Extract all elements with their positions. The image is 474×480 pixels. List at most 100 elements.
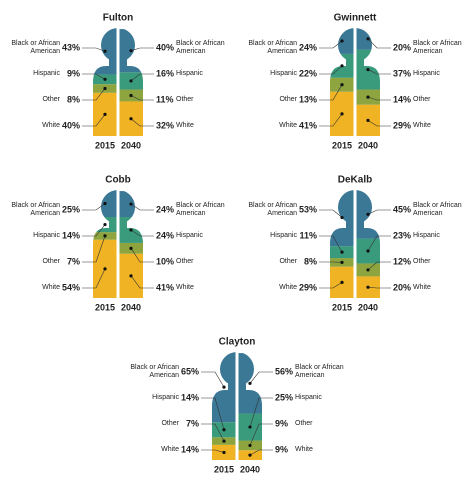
value-label: 9% xyxy=(275,444,288,454)
value-label: 8% xyxy=(304,256,317,266)
value-label: 9% xyxy=(275,418,288,428)
value-label: 40% xyxy=(156,42,174,52)
value-label: 24% xyxy=(156,230,174,240)
leader-line xyxy=(367,286,391,289)
value-label: 56% xyxy=(275,366,293,376)
year-label: 2040 xyxy=(240,464,260,474)
category-label: Other xyxy=(161,420,179,427)
leader-line xyxy=(367,235,391,252)
category-label: Hispanic xyxy=(413,232,440,239)
figure xyxy=(330,28,380,136)
value-label: 20% xyxy=(393,42,411,52)
leader-line xyxy=(319,235,343,253)
dot xyxy=(222,428,226,432)
leader-line xyxy=(319,113,343,127)
category-label: Black or African American xyxy=(295,364,344,379)
leader-line xyxy=(82,47,106,52)
figure xyxy=(330,190,380,298)
dot xyxy=(248,453,252,457)
value-label: 37% xyxy=(393,68,411,78)
dot xyxy=(366,95,370,99)
leader-line xyxy=(82,88,106,101)
chart-title: Clayton xyxy=(219,337,256,348)
value-label: 11% xyxy=(156,94,174,104)
category-label: White xyxy=(279,122,297,129)
dot xyxy=(366,37,370,41)
category-label: Hispanic xyxy=(33,70,60,77)
leader-line xyxy=(367,209,391,215)
value-label: 9% xyxy=(67,68,80,78)
category-label: Black or African American xyxy=(248,40,297,55)
dot xyxy=(222,439,226,443)
chart-title: Cobb xyxy=(105,175,131,186)
value-label: 12% xyxy=(393,256,411,266)
value-label: 54% xyxy=(62,282,80,292)
year-label: 2015 xyxy=(214,464,234,474)
dot xyxy=(103,201,107,206)
leader-line xyxy=(367,261,391,271)
leader-line xyxy=(130,47,154,51)
category-label: Other xyxy=(279,258,297,265)
value-label: 23% xyxy=(393,230,411,240)
category-label: Hispanic xyxy=(152,394,179,401)
dot xyxy=(340,39,344,43)
dot xyxy=(129,79,133,83)
value-label: 41% xyxy=(299,120,317,130)
value-label: 7% xyxy=(67,256,80,266)
leader-line xyxy=(82,73,106,80)
category-label: Black or African American xyxy=(11,40,60,55)
category-label: White xyxy=(161,446,179,453)
leader-line xyxy=(249,449,273,456)
dot xyxy=(248,425,252,429)
value-label: 43% xyxy=(62,42,80,52)
category-label: Hispanic xyxy=(270,70,297,77)
dot xyxy=(129,202,133,206)
category-label: Black or African American xyxy=(248,202,297,217)
leader-line xyxy=(201,397,225,430)
dot xyxy=(340,250,344,254)
category-label: Black or African American xyxy=(11,202,60,217)
leader-line xyxy=(319,209,343,218)
year-label: 2040 xyxy=(121,140,141,150)
value-label: 65% xyxy=(181,366,199,376)
value-label: 14% xyxy=(181,392,199,402)
leader-line xyxy=(201,449,225,453)
value-label: 10% xyxy=(156,256,174,266)
dot xyxy=(129,274,133,278)
dot xyxy=(103,77,107,81)
dot xyxy=(222,385,226,389)
dot xyxy=(366,212,370,216)
value-label: 40% xyxy=(62,120,80,130)
dot xyxy=(248,381,252,385)
category-label: Other xyxy=(176,96,194,103)
dot xyxy=(366,249,370,253)
dot xyxy=(103,267,107,271)
category-label: Black or African American xyxy=(413,202,462,217)
leader-line xyxy=(82,114,106,127)
value-label: 32% xyxy=(156,120,174,130)
value-label: 8% xyxy=(67,94,80,104)
dot xyxy=(340,83,344,87)
leader-line xyxy=(82,224,106,237)
dot xyxy=(129,117,133,121)
leader-line xyxy=(319,282,343,289)
leader-line xyxy=(130,275,154,289)
category-label: Black or African American xyxy=(176,202,225,217)
leader-line xyxy=(201,371,225,388)
dot xyxy=(366,118,370,122)
category-label: Black or African American xyxy=(130,364,179,379)
category-label: Black or African American xyxy=(176,40,225,55)
dot xyxy=(340,260,344,264)
leader-line xyxy=(130,229,154,237)
chart-title: DeKalb xyxy=(338,175,372,186)
figure xyxy=(93,28,143,136)
leader-line xyxy=(319,65,343,75)
year-label: 2015 xyxy=(332,140,352,150)
category-label: White xyxy=(176,284,194,291)
year-label: 2040 xyxy=(358,140,378,150)
leader-line xyxy=(367,120,391,127)
dot xyxy=(248,443,252,448)
leader-line xyxy=(130,203,154,211)
value-label: 41% xyxy=(156,282,174,292)
